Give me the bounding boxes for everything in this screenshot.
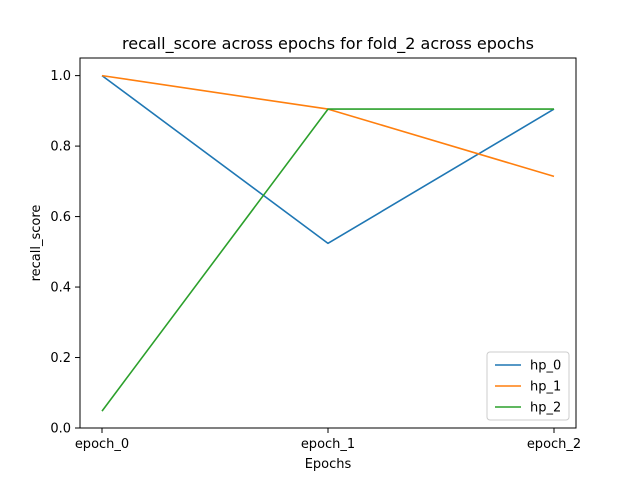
y-tick-label: 1.0 — [50, 69, 71, 84]
x-axis: epoch_0 epoch_1 epoch_2 — [75, 428, 581, 452]
y-tick-label: 0.4 — [50, 281, 71, 296]
legend-label: hp_2 — [530, 401, 561, 416]
chart-title: recall_score across epochs for fold_2 ac… — [122, 34, 534, 54]
legend-box — [486, 351, 570, 421]
x-axis-label: Epochs — [305, 457, 352, 472]
y-tick-label: 0.8 — [50, 140, 71, 155]
x-tick-label: epoch_0 — [75, 437, 129, 452]
x-tick-label: epoch_2 — [527, 437, 581, 452]
y-tick-label: 0.6 — [50, 210, 71, 225]
legend: hp_0 hp_1 hp_2 — [486, 351, 570, 421]
y-tick-label: 0.0 — [50, 422, 71, 437]
series-layer — [101, 74, 555, 412]
y-axis-label: recall_score — [29, 205, 44, 282]
legend-label: hp_0 — [530, 359, 561, 374]
y-axis: 0.0 0.2 0.4 0.6 0.8 1.0 — [50, 69, 80, 437]
x-tick-label: epoch_1 — [301, 437, 355, 452]
legend-label: hp_1 — [530, 380, 561, 395]
y-tick-label: 0.2 — [50, 351, 71, 366]
series-line-hp_2 — [101, 108, 554, 412]
